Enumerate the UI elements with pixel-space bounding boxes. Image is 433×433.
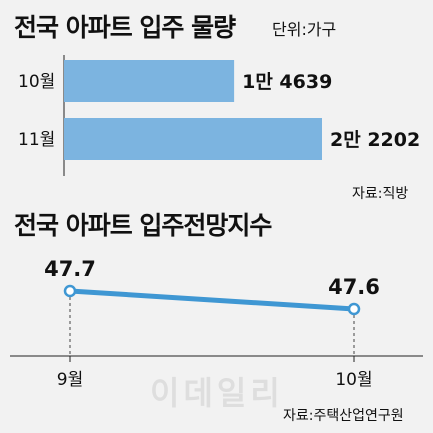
line-point (63, 284, 77, 298)
line-value-label: 47.7 (44, 257, 96, 281)
bar-value-label: 1만 4639 (242, 71, 332, 93)
bar-category-label: 10월 (18, 72, 55, 92)
bar-chart-source: 자료:직방 (352, 186, 409, 202)
line-point (347, 302, 361, 316)
bar-chart-title: 전국 아파트 입주 물량 (14, 13, 236, 42)
series-line (67, 288, 357, 312)
line-chart-source: 자료:주택산업연구원 (283, 408, 404, 424)
bar-0 (64, 60, 235, 102)
bar-chart: 10월 1만 4639 11월 2만 2202 (18, 55, 420, 176)
bar-chart-unit: 단위:가구 (272, 20, 337, 39)
bar-value-label: 2만 2202 (330, 129, 420, 151)
watermark-logo: 이데일리 (150, 374, 284, 412)
bar-1 (64, 118, 322, 160)
line-chart-title: 전국 아파트 입주전망지수 (14, 211, 272, 240)
bar-category-label: 11월 (18, 130, 55, 150)
x-tick-label: 9월 (57, 370, 83, 390)
line-value-label: 47.6 (328, 275, 380, 299)
x-tick-label: 10월 (335, 370, 372, 390)
